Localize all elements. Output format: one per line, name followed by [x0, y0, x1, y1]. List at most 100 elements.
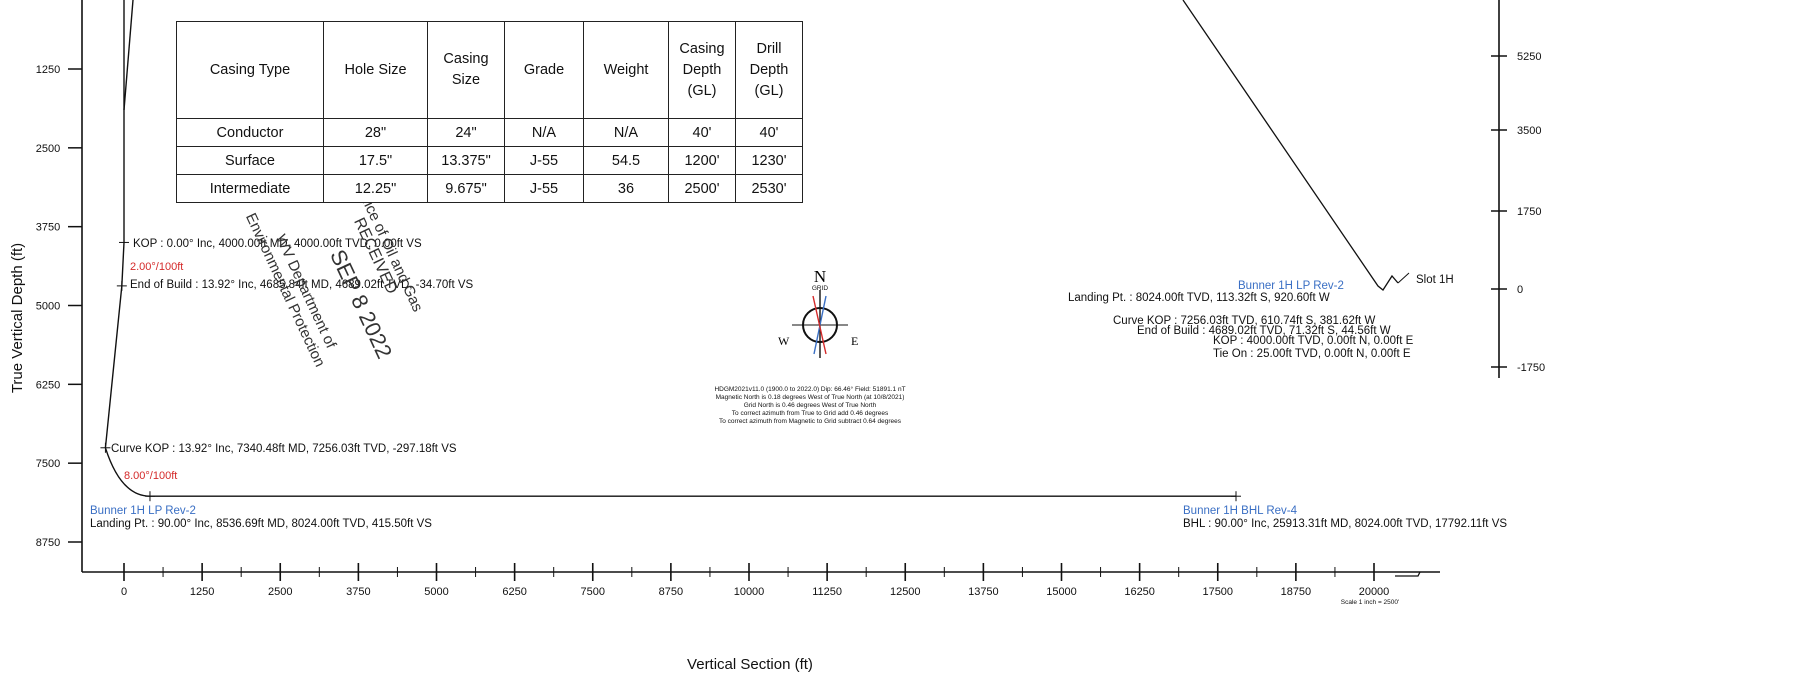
annotation-kop: KOP : 0.00° Inc, 4000.00ft MD, 4000.00ft… — [133, 238, 422, 250]
x-tick-label: 12500 — [890, 586, 921, 598]
right-lp-title: Bunner 1H LP Rev-2 — [1238, 280, 1344, 292]
y-tick-label: 2500 — [36, 143, 60, 155]
cell-surface-hole: 17.5" — [323, 146, 428, 175]
table-row: Intermediate 12.25" 9.675" J-55 36 2500'… — [176, 174, 803, 203]
cell-intermediate-type: Intermediate — [176, 174, 324, 203]
west-letter: W — [778, 334, 790, 348]
right-tick-label: 5250 — [1517, 51, 1541, 63]
annotation-end-of-build: End of Build : 13.92° Inc, 4685.84ft MD,… — [130, 279, 474, 291]
x-axis-label: Vertical Section (ft) — [687, 656, 813, 673]
slot-pointer — [1397, 272, 1410, 284]
x-tick-label: 15000 — [1046, 586, 1077, 598]
cell-intermediate-hole: 12.25" — [323, 174, 428, 203]
right-tie-on: Tie On : 25.00ft TVD, 0.00ft N, 0.00ft E — [1213, 348, 1411, 360]
cell-intermediate-weight: 36 — [583, 174, 669, 203]
casing-table: Casing Type Hole Size Casing Size Grade … — [176, 21, 803, 203]
magnetic-north-line — [812, 295, 827, 355]
north-arrow: N GRID W E HDGM2021v11.0 (1900.0 to 2022… — [714, 267, 905, 425]
right-kop: KOP : 4000.00ft TVD, 0.00ft N, 0.00ft E — [1213, 335, 1414, 347]
right-landing: Landing Pt. : 8024.00ft TVD, 113.32ft S,… — [1068, 292, 1330, 304]
x-tick-label: 17500 — [1202, 586, 1233, 598]
x-tick-label: 5000 — [424, 586, 448, 598]
scale-note: Scale 1 inch = 2500' — [1341, 599, 1400, 606]
y-tick-label: 6250 — [36, 379, 60, 391]
casing-table-header-row: Casing Type Hole Size Casing Size Grade … — [176, 21, 803, 119]
magnetic-note-1: HDGM2021v11.0 (1900.0 to 2022.0) Dip: 66… — [714, 385, 905, 393]
plan-view-line — [1182, 0, 1399, 291]
x-tick-label: 3750 — [346, 586, 370, 598]
col-casing-type: Casing Type — [176, 21, 324, 119]
x-tick-label: 0 — [121, 586, 127, 598]
cell-conductor-hole: 28" — [323, 118, 428, 147]
x-ticks: 0 1250 2500 3750 5000 6250 7500 8750 10000 11250 1… — [121, 563, 1389, 598]
annotation-curve-rate: 8.00°/100ft — [124, 470, 177, 482]
north-letter: N — [814, 267, 826, 286]
table-row: Surface 17.5" 13.375" J-55 54.5 1200' 12… — [176, 146, 803, 175]
right-curve-kop: Curve KOP : 7256.03ft TVD, 610.74ft S, 3… — [1113, 315, 1375, 327]
cell-conductor-size: 24" — [427, 118, 505, 147]
y-tick-label: 8750 — [36, 537, 60, 549]
magnetic-note-2: Magnetic North is 0.18 degrees West of T… — [716, 394, 905, 401]
cell-conductor-casing-depth: 40' — [668, 118, 736, 147]
right-tick-label: 1750 — [1517, 206, 1541, 218]
cell-conductor-grade: N/A — [504, 118, 584, 147]
cell-surface-type: Surface — [176, 146, 324, 175]
x-tick-label: 13750 — [968, 586, 999, 598]
cell-surface-casing-depth: 1200' — [668, 146, 736, 175]
x-tick-label: 2500 — [268, 586, 292, 598]
right-tick-label: 0 — [1517, 284, 1523, 296]
col-casing-depth: Casing Depth (GL) — [668, 21, 736, 119]
cell-surface-grade: J-55 — [504, 146, 584, 175]
x-tick-label: 8750 — [659, 586, 683, 598]
x-tick-label: 20000 — [1359, 586, 1390, 598]
cell-intermediate-drill-depth: 2530' — [735, 174, 803, 203]
magnetic-note-4: To correct azimuth from True to Grid add… — [732, 410, 889, 417]
x-tick-label: 10000 — [734, 586, 765, 598]
upper-trajectory-line — [123, 0, 134, 111]
annotation-curve-kop: Curve KOP : 13.92° Inc, 7340.48ft MD, 72… — [111, 443, 457, 455]
cell-surface-drill-depth: 1230' — [735, 146, 803, 175]
x-tick-label: 11250 — [812, 586, 842, 598]
scale-mark — [1395, 571, 1421, 577]
col-grade: Grade — [504, 21, 584, 119]
x-tick-label: 7500 — [581, 586, 605, 598]
y-tick-label: 1250 — [36, 64, 60, 76]
cell-surface-weight: 54.5 — [583, 146, 669, 175]
x-tick-label: 18750 — [1281, 586, 1312, 598]
x-tick-label: 1250 — [190, 586, 214, 598]
col-casing-depth-label: Casing Depth (GL) — [679, 40, 725, 99]
profile-markers — [100, 237, 1242, 502]
east-letter: E — [851, 334, 858, 348]
grid-label: GRID — [812, 285, 829, 292]
cell-conductor-drill-depth: 40' — [735, 118, 803, 147]
magnetic-note-3: Grid North is 0.46 degrees West of True … — [744, 402, 877, 409]
cell-intermediate-grade: J-55 — [504, 174, 584, 203]
cell-intermediate-size: 9.675" — [427, 174, 505, 203]
bhl-target-text: BHL : 90.00° Inc, 25913.31ft MD, 8024.00… — [1183, 518, 1507, 530]
magnetic-note-5: To correct azimuth from Magnetic to Grid… — [719, 418, 902, 425]
col-casing-size-label: Casing Size — [443, 51, 489, 88]
y-tick-label: 5000 — [36, 301, 60, 313]
annotation-build-rate: 2.00°/100ft — [130, 261, 183, 273]
y-ticks: 1250 2500 3750 5000 6250 7500 8750 — [36, 64, 82, 549]
cell-conductor-weight: N/A — [583, 118, 669, 147]
right-axis-ticks: 5250 3500 1750 0 -1750 — [1491, 51, 1545, 374]
col-casing-size: Casing Size — [427, 21, 505, 119]
col-drill-depth-label: Drill Depth (GL) — [749, 40, 789, 99]
right-tick-label: -1750 — [1517, 362, 1545, 374]
y-tick-label: 7500 — [36, 458, 60, 470]
x-tick-label: 6250 — [502, 586, 526, 598]
x-tick-label: 16250 — [1124, 586, 1155, 598]
col-hole-size: Hole Size — [323, 21, 428, 119]
slot-label: Slot 1H — [1416, 274, 1454, 286]
y-axis-label: True Vertical Depth (ft) — [9, 243, 26, 393]
y-tick-label: 3750 — [36, 222, 60, 234]
cell-conductor-type: Conductor — [176, 118, 324, 147]
cell-intermediate-casing-depth: 2500' — [668, 174, 736, 203]
right-tick-label: 3500 — [1517, 125, 1541, 137]
col-drill-depth: Drill Depth (GL) — [735, 21, 803, 119]
col-weight: Weight — [583, 21, 669, 119]
right-end-of-build: End of Build : 4689.02ft TVD, 71.32ft S,… — [1137, 325, 1391, 337]
cell-surface-size: 13.375" — [427, 146, 505, 175]
